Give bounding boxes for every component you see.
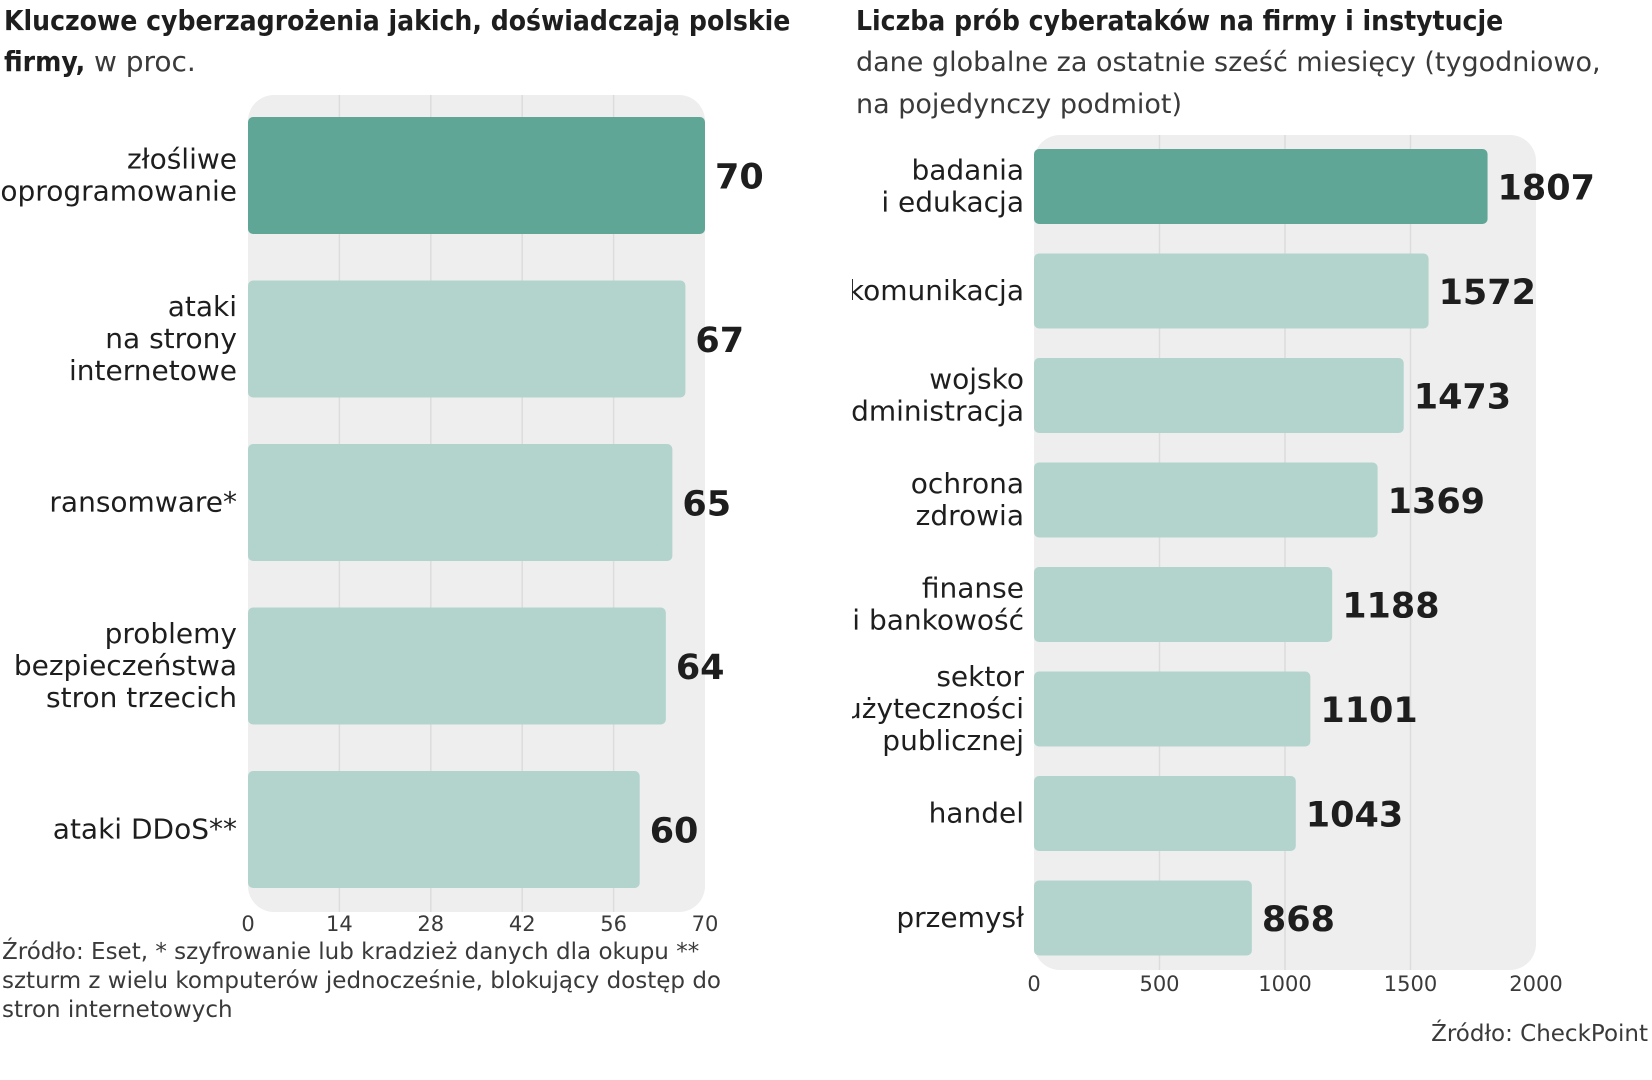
left-chart-title-text: Kluczowe cyberzagrożenia jakich, doświad… (4, 4, 791, 78)
left-chart-title: Kluczowe cyberzagrożenia jakich, doświad… (4, 0, 794, 82)
right-x-tick-label: 2000 (1509, 972, 1562, 996)
left-value-label: 70 (715, 158, 764, 198)
right-category-label-line: i edukacja (881, 185, 1024, 218)
left-category-label-line: ataki DDoS** (53, 812, 237, 845)
left-category-label-line: na strony (105, 322, 237, 355)
left-category-label-line: internetowe (69, 354, 237, 387)
right-x-tick-label: 1000 (1258, 972, 1311, 996)
left-category-label: złośliwe oprogramowanie (0, 142, 237, 207)
right-category-label-line: wojsko (929, 362, 1024, 395)
right-category-label-line: i bankowość (852, 603, 1024, 636)
right-bar (1034, 149, 1488, 224)
left-category-label: ataki na strony internetowe (69, 290, 237, 387)
right-value-label: 1369 (1388, 482, 1485, 522)
right-value-label: 1807 (1498, 169, 1595, 209)
right-value-label: 1473 (1414, 378, 1511, 418)
left-chart-panel: Kluczowe cyberzagrożenia jakich, doświad… (0, 0, 800, 1080)
left-category-label: ataki DDoS** (53, 812, 237, 845)
left-bar (248, 444, 673, 561)
right-bar (1034, 358, 1404, 433)
left-bar (248, 607, 666, 725)
right-category-label-line: publicznej (882, 724, 1024, 757)
right-bar (1034, 462, 1378, 538)
left-bar-chart: 0 14 28 42 56 70 70 złośliwe oprogramowanie 67 ata… (0, 95, 764, 936)
left-category-label-line: problemy (105, 617, 237, 650)
right-category-label-line: finanse (922, 571, 1024, 604)
left-bar (248, 117, 705, 234)
right-chart-source: Źródło: CheckPoint (1431, 1021, 1648, 1047)
left-value-label: 65 (682, 485, 731, 525)
left-chart-source: Źródło: Eset, * szyfrowanie lub kradzież… (2, 939, 721, 1023)
left-value-label: 64 (676, 648, 725, 688)
right-value-label: 1572 (1439, 273, 1536, 313)
right-value-label: 868 (1262, 900, 1335, 940)
right-category-label: komunikacja (852, 274, 1024, 307)
left-category-label-line: ransomware* (49, 485, 237, 518)
right-category-label: badania i edukacja (881, 153, 1024, 218)
right-bar (1034, 253, 1429, 329)
left-value-label: 60 (650, 812, 699, 852)
left-x-tick-label: 42 (509, 912, 536, 936)
right-bar (1034, 776, 1296, 851)
right-value-label: 1188 (1342, 587, 1439, 627)
left-chart-unit: w proc. (93, 45, 196, 78)
left-category-label: ransomware* (49, 485, 237, 518)
right-category-label: ochrona zdrowia (911, 467, 1024, 532)
left-category-label-line: bezpieczeństwa (14, 649, 237, 682)
left-x-tick-label: 56 (600, 912, 627, 936)
right-chart-subtitle: dane globalne za ostatnie sześć miesięcy… (856, 47, 1601, 120)
right-x-tick-label: 500 (1139, 972, 1179, 996)
right-category-label-line: użyteczności (852, 692, 1024, 725)
right-category-label: sektor użyteczności publicznej (852, 660, 1024, 757)
right-category-label: wojskoi administracja (852, 362, 1024, 427)
right-x-tick-label: 0 (1027, 972, 1040, 996)
left-category-label-line: złośliwe (127, 142, 237, 175)
left-x-tick-label: 28 (417, 912, 444, 936)
left-category-label-line: ataki (168, 290, 237, 323)
left-x-tick-label: 14 (326, 912, 353, 936)
right-bar (1034, 671, 1311, 747)
right-category-label-line: przemysł (896, 901, 1024, 934)
left-x-tick-label: 0 (241, 912, 254, 936)
right-category-label-line: ochrona (911, 467, 1024, 500)
left-category-label-line: stron trzecich (46, 681, 237, 714)
right-category-label-line: badania (911, 153, 1024, 186)
left-category-label-line: oprogramowanie (0, 174, 237, 207)
right-chart-title: Liczba prób cyberataków na firmy i insty… (856, 4, 1504, 37)
left-bar (248, 280, 686, 398)
right-bar (1034, 567, 1333, 642)
right-category-label-line: zdrowia (916, 499, 1024, 532)
left-x-tick-label: 70 (692, 912, 719, 936)
right-category-label: finanse i bankowość (852, 571, 1024, 636)
right-category-label-line: sektor (936, 660, 1024, 693)
left-category-label: problemy bezpieczeństwa stron trzecich (14, 617, 237, 714)
right-bar-chart: 0 500 1000 1500 2000 1807 badania i edukacja 157… (852, 135, 1595, 996)
right-category-label-line: i administracja (852, 394, 1024, 427)
right-category-label-line: komunikacja (852, 274, 1024, 307)
left-bar (248, 771, 640, 888)
right-category-label: przemysł (896, 901, 1024, 934)
right-chart-panel: Liczba prób cyberataków na firmy i insty… (852, 0, 1652, 1080)
right-value-label: 1043 (1306, 796, 1403, 836)
right-category-label-line: handel (929, 796, 1024, 829)
right-x-tick-label: 1500 (1384, 972, 1437, 996)
right-bar (1034, 880, 1252, 956)
right-value-label: 1101 (1320, 691, 1417, 731)
left-value-label: 67 (695, 321, 744, 361)
right-category-label: handel (929, 796, 1024, 829)
